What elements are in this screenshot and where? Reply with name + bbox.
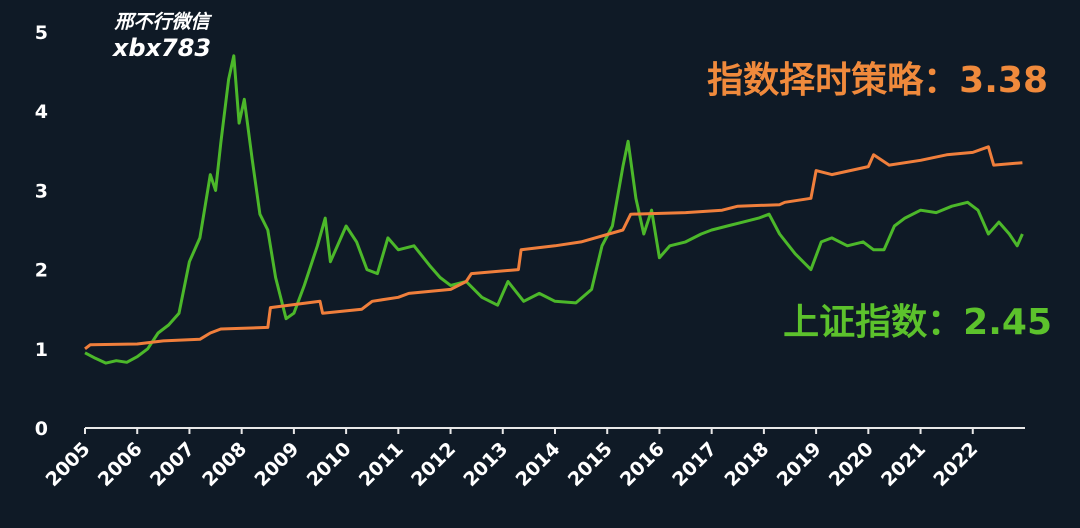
- watermark: xbx783: [112, 34, 211, 62]
- y-tick-label: 4: [35, 101, 48, 123]
- y-tick-label: 5: [35, 22, 48, 44]
- y-tick-label: 1: [35, 339, 48, 361]
- y-tick-label: 0: [35, 418, 48, 440]
- series-line: [84, 145, 1023, 350]
- y-tick-label: 3: [35, 180, 48, 202]
- watermark: 邢不行微信: [113, 11, 212, 33]
- y-tick-label: 2: [35, 260, 48, 282]
- annotation: 上证指数：2.45: [783, 302, 1052, 343]
- series-line: [84, 54, 1024, 365]
- annotation: 指数择时策略：3.38: [707, 60, 1048, 101]
